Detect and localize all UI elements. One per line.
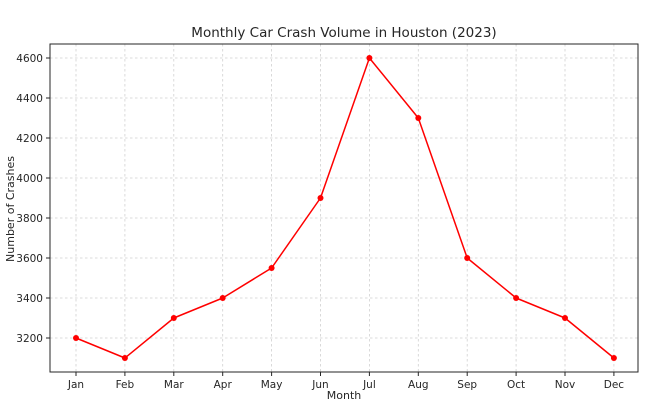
x-tick-label: May [261,379,283,391]
x-tick-label: Jun [311,379,328,391]
y-tick-label: 3800 [16,213,43,225]
x-tick-label: Jul [362,379,376,391]
y-tick-label: 3200 [16,333,43,345]
x-tick-label: Oct [507,379,525,391]
x-tick-label: Dec [604,379,625,391]
data-point-apr [219,295,226,301]
y-tick-label: 4400 [16,93,43,105]
axes-layer: Jan Feb Mar Apr May Jun Jul Aug Sep Oct Nov Dec 3200… [16,43,639,391]
x-tick-label: Apr [214,379,233,391]
data-point-jan [73,335,79,341]
data-point-dec [610,355,617,361]
data-point-may [268,265,275,271]
x-tick-label: Mar [164,379,184,391]
y-axis-label: Number of Crashes [4,156,17,262]
data-point-jun [317,195,324,201]
data-point-feb [121,355,128,361]
data-point-aug [415,115,422,121]
x-axis-label: Month [327,389,362,402]
series-layer [73,55,617,361]
plot-frame [49,43,639,373]
x-tick-label: Jan [67,379,84,391]
x-tick-label: Feb [116,379,135,391]
data-point-oct [513,295,520,301]
y-tick-label: 3400 [16,293,43,305]
series-line [75,57,615,359]
data-point-sep [464,255,471,261]
x-tick-label: Aug [408,379,429,391]
data-point-mar [170,315,177,321]
y-tick-label: 4600 [16,53,43,65]
x-tick-label: Sep [457,379,477,391]
y-tick-label: 3600 [16,253,43,265]
data-point-nov [562,315,568,321]
grid-layer [50,44,638,372]
data-point-jul [366,55,373,61]
chart-title: Monthly Car Crash Volume in Houston (202… [191,25,496,41]
y-tick-label: 4200 [16,133,43,145]
y-tick-label: 4000 [16,173,43,185]
x-tick-label: Nov [555,379,576,391]
